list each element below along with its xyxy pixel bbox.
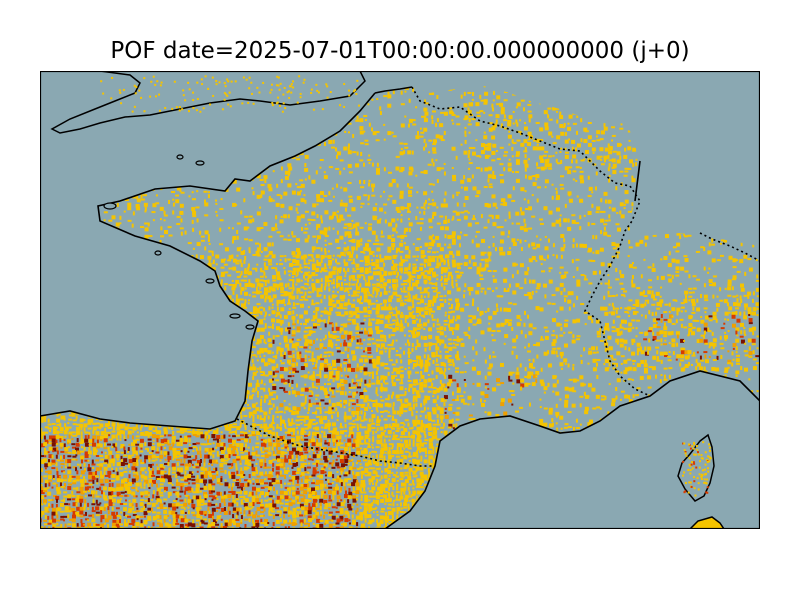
england-landmass xyxy=(40,71,366,134)
map-svg xyxy=(40,71,760,529)
england-risk xyxy=(100,75,361,113)
map-title: POF date=2025-07-01T00:00:00.000000000 (… xyxy=(110,38,690,64)
small-islands xyxy=(103,154,255,330)
map-frame-border xyxy=(40,71,760,529)
sardinia-tip xyxy=(688,516,725,529)
map-panel xyxy=(40,71,760,529)
corsica-risk xyxy=(682,441,712,497)
coastline xyxy=(40,86,760,529)
